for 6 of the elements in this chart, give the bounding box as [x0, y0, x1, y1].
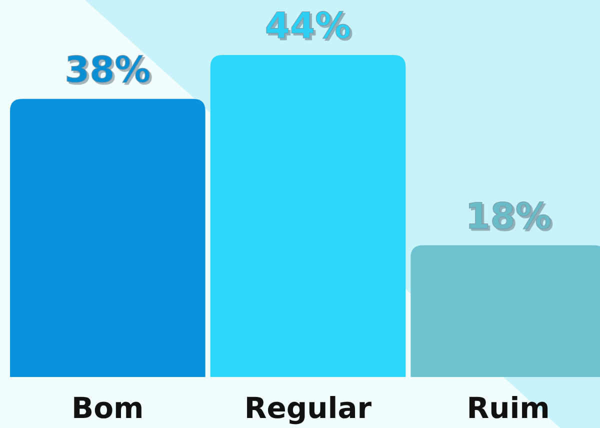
- x-tick-label: Regular: [244, 391, 372, 425]
- data-label: 44%: [264, 6, 352, 47]
- x-tick-label: Bom: [72, 391, 144, 425]
- data-label: 38%: [64, 50, 151, 91]
- x-tick-label: Ruim: [466, 391, 550, 425]
- data-label: 18%: [465, 196, 552, 238]
